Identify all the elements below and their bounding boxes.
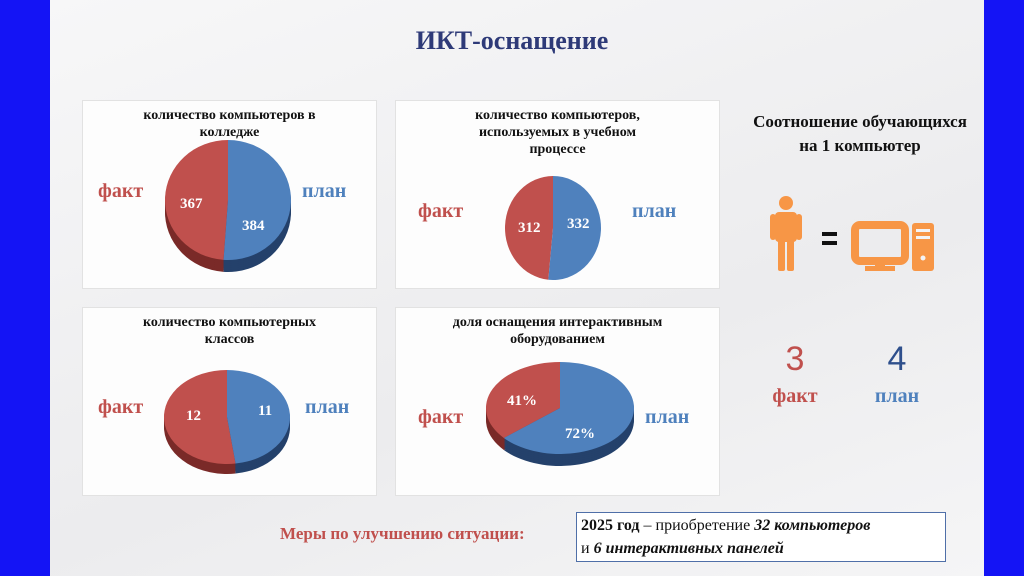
right-frame <box>984 0 1024 576</box>
data-label-plan: 72% <box>565 426 595 442</box>
pie-slice-plan <box>223 140 291 260</box>
ratio-title: Соотношение обучающихся на 1 компьютер <box>753 112 967 155</box>
pie-slice-plan <box>503 362 634 454</box>
legend-fact: факт <box>418 406 464 428</box>
ratio-plan-value: 4 <box>887 340 907 378</box>
chart-title: количество компьютеров в колледже <box>143 108 316 140</box>
measures-year: 2025 год <box>581 517 640 534</box>
person-icon <box>770 196 802 271</box>
left-frame <box>0 0 50 576</box>
page-title: ИКТ-оснащение <box>415 26 609 55</box>
chart-title: количество компьютеров, используемых в у… <box>475 108 640 157</box>
chart-title: доля оснащения интерактивным оборудовани… <box>452 315 663 347</box>
data-label-fact: 367 <box>180 196 203 212</box>
data-label-plan: 384 <box>242 218 265 234</box>
pie-slice-fact <box>486 362 560 438</box>
ratio-plan-label: план <box>874 385 920 407</box>
data-label-fact: 12 <box>186 408 201 424</box>
legend-fact: факт <box>98 180 144 202</box>
measures-computers: 32 компьютеров <box>754 517 871 534</box>
ratio-fact-label: факт <box>772 385 818 407</box>
data-label-plan: 332 <box>567 216 590 232</box>
ratio-fact-value: 3 <box>785 340 805 378</box>
legend-fact: факт <box>98 396 144 418</box>
measures-and: и <box>581 540 594 557</box>
pie-slice-fact <box>163 370 236 465</box>
measures-label: Меры по улучшению ситуации: <box>280 524 525 543</box>
computer-icon <box>851 221 934 271</box>
measures-text: – приобретение <box>639 517 755 534</box>
legend-plan: план <box>302 180 347 202</box>
data-label-fact: 41% <box>507 393 537 409</box>
pie-slice-plan <box>548 176 601 281</box>
legend-fact: факт <box>418 200 464 222</box>
legend-plan: план <box>645 406 690 428</box>
ratio-icons <box>770 196 934 271</box>
measures-panels: 6 интерактивных панелей <box>593 540 784 557</box>
pie-slice-fact <box>164 139 228 260</box>
legend-plan: план <box>632 200 677 222</box>
measures-box: 2025 год – приобретение 32 компьютеров и… <box>576 512 946 562</box>
data-label-fact: 312 <box>518 220 541 236</box>
equals-icon <box>822 232 837 245</box>
pie-slice-fact <box>504 176 553 280</box>
pie-slice-plan <box>227 370 290 464</box>
chart-title: количество компьютерных классов <box>143 315 316 347</box>
legend-plan: план <box>305 396 350 418</box>
data-label-plan: 11 <box>258 403 273 419</box>
